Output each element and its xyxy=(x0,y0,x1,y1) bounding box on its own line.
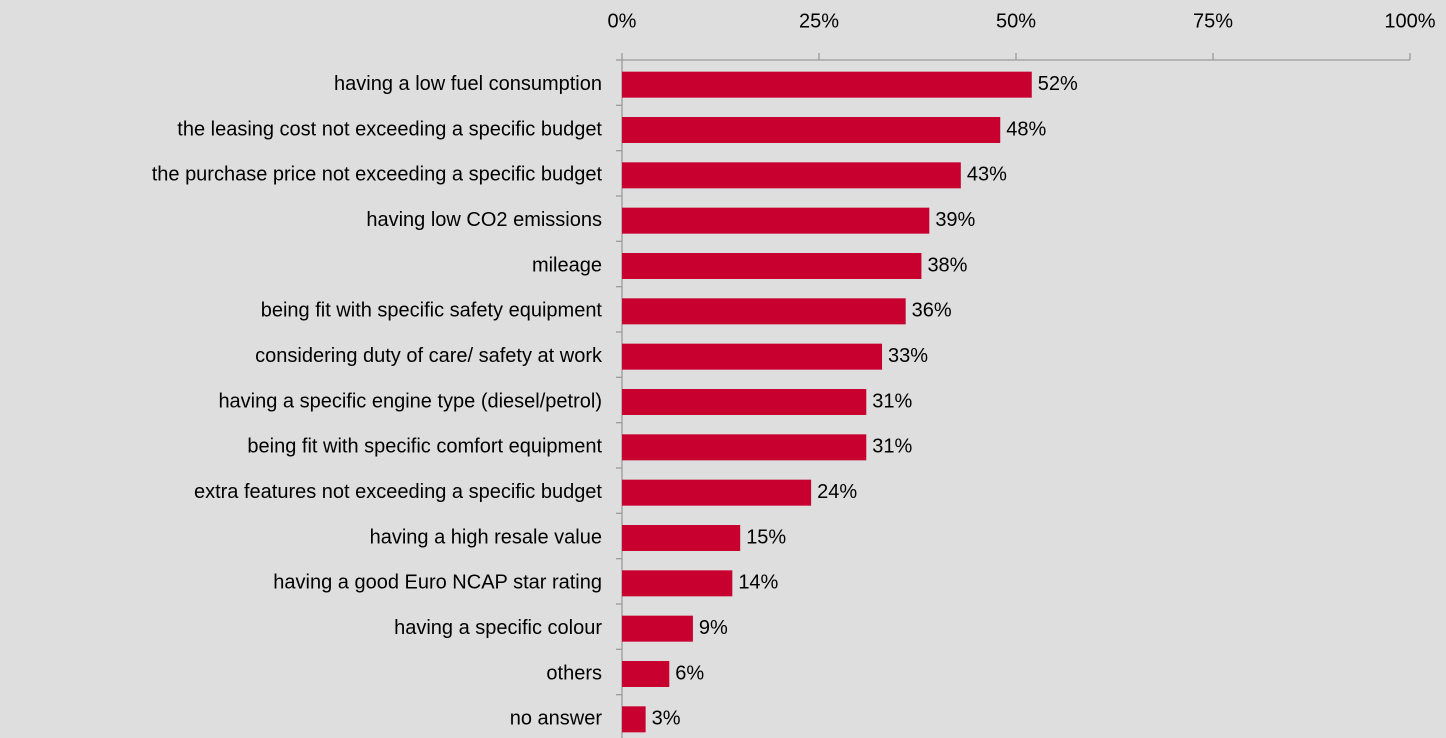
category-label: having a good Euro NCAP star rating xyxy=(273,572,602,594)
value-label: 24% xyxy=(817,481,857,503)
category-label: considering duty of care/ safety at work xyxy=(255,345,603,367)
value-label: 36% xyxy=(912,300,952,322)
category-label: having a high resale value xyxy=(370,526,602,548)
bar xyxy=(622,343,883,370)
bar xyxy=(622,253,922,279)
value-label: 6% xyxy=(675,662,704,684)
category-label: being fit with specific comfort equipmen… xyxy=(247,436,602,458)
bar xyxy=(622,434,867,461)
value-label: 43% xyxy=(967,164,1007,186)
x-tick-label: 75% xyxy=(1193,10,1233,32)
bar xyxy=(622,479,812,506)
value-label: 15% xyxy=(746,526,786,548)
bar xyxy=(622,298,906,325)
value-label: 52% xyxy=(1038,73,1078,95)
value-label: 38% xyxy=(927,254,967,276)
category-label: being fit with specific safety equipment xyxy=(261,300,603,322)
value-label: 14% xyxy=(738,572,778,594)
category-label: mileage xyxy=(532,254,602,276)
x-tick-label: 0% xyxy=(608,10,637,32)
category-label: having a low fuel consumption xyxy=(334,73,602,95)
x-tick-label: 50% xyxy=(996,10,1036,32)
category-label: extra features not exceeding a specific … xyxy=(194,481,602,503)
bar xyxy=(622,570,733,597)
value-label: 39% xyxy=(935,209,975,231)
category-label: the purchase price not exceeding a speci… xyxy=(152,164,603,186)
value-label: 48% xyxy=(1006,118,1046,140)
bar xyxy=(622,706,646,733)
bar xyxy=(622,162,961,189)
bar xyxy=(622,389,867,415)
bar xyxy=(622,525,741,551)
category-label: having low CO2 emissions xyxy=(366,209,602,231)
bar xyxy=(622,207,930,234)
x-tick-label: 25% xyxy=(799,10,839,32)
category-label: having a specific colour xyxy=(394,617,602,639)
category-label: the leasing cost not exceeding a specifi… xyxy=(177,118,602,140)
bar xyxy=(622,615,693,642)
value-label: 31% xyxy=(872,436,912,458)
bar xyxy=(622,661,670,687)
category-label: having a specific engine type (diesel/pe… xyxy=(218,390,602,412)
value-label: 9% xyxy=(699,617,728,639)
category-label: no answer xyxy=(510,708,603,730)
category-label: others xyxy=(546,662,602,684)
value-label: 33% xyxy=(888,345,928,367)
bar xyxy=(622,117,1001,143)
value-label: 31% xyxy=(872,390,912,412)
x-tick-label: 100% xyxy=(1384,10,1435,32)
value-label: 3% xyxy=(652,708,681,730)
bar xyxy=(622,71,1032,98)
